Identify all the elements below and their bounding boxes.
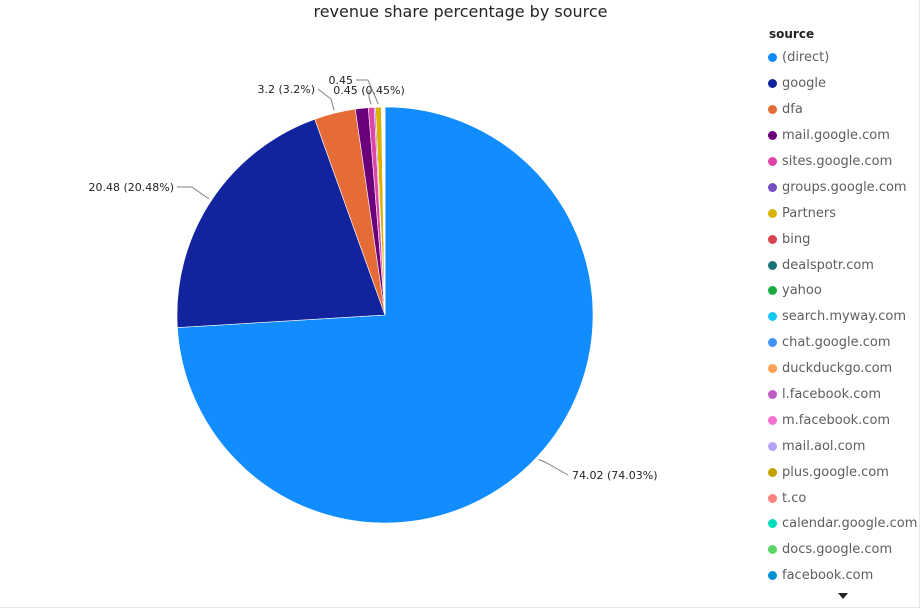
legend-item[interactable]: calendar.google.com [768,511,918,537]
legend-title: source [769,27,815,41]
pie-slice-google[interactable] [176,118,386,328]
leader-line [177,186,210,200]
legend-swatch [768,105,777,115]
legend-swatch [768,182,777,192]
data-label: 0.45 (0.45%) [333,84,405,97]
legend-label: Partners [782,205,837,221]
data-label: 74.02 (74.03%) [572,469,658,482]
legend-label: yahoo [782,283,822,299]
legend-swatch [768,545,777,555]
legend-swatch [768,338,777,348]
data-label: 0.45 [329,74,354,87]
legend-items: (direct) google dfa mail.google.com sites.go… [768,45,918,589]
legend-label: plus.google.com [782,464,889,480]
legend-item[interactable]: groups.google.com [768,174,918,200]
legend-item[interactable]: facebook.com [768,563,918,589]
legend-item[interactable]: bing [768,226,918,252]
legend-label: groups.google.com [782,179,907,195]
legend-swatch [768,364,777,374]
legend-label: docs.google.com [782,542,893,558]
legend-label: m.facebook.com [782,412,891,428]
legend-swatch [768,390,777,400]
legend-swatch [768,441,777,451]
data-label: 3.2 (3.2%) [257,83,315,96]
legend-item[interactable]: docs.google.com [768,537,918,563]
legend-item[interactable]: mail.aol.com [768,433,918,459]
legend-item[interactable]: mail.google.com [768,123,918,149]
legend-label: l.facebook.com [782,387,882,403]
legend-label: google [782,76,827,92]
legend-item[interactable]: google [768,71,918,97]
legend-swatch [768,312,777,322]
legend-label: dfa [782,102,803,118]
leader-line [356,79,379,105]
legend-label: (direct) [782,50,830,66]
legend-item[interactable]: search.myway.com [768,304,918,330]
legend-item[interactable]: duckduckgo.com [768,356,918,382]
legend-item[interactable]: l.facebook.com [768,382,918,408]
legend-label: t.co [782,490,807,506]
leader-line [317,88,335,111]
leader-line [538,459,569,476]
legend-label: facebook.com [782,568,874,584]
legend-label: duckduckgo.com [782,361,893,377]
legend-swatch [768,157,777,166]
legend-label: mail.aol.com [782,438,866,454]
legend-label: bing [782,231,811,247]
legend-item[interactable]: chat.google.com [768,330,918,356]
chart-title: revenue share percentage by source [313,2,608,21]
legend-label: mail.google.com [782,128,890,144]
legend-swatch [768,493,777,503]
legend-swatch [768,571,777,581]
legend-swatch [768,53,777,63]
legend-swatch [768,519,777,529]
legend-swatch [768,131,777,141]
leader-line [368,90,372,105]
legend-swatch [768,286,777,296]
legend-label: calendar.google.com [782,516,918,532]
legend-label: dealspotr.com [782,257,874,273]
legend-swatch [768,415,777,425]
legend-label: search.myway.com [782,309,907,325]
legend: source (direct) google dfa mail.google.com s… [768,27,918,589]
legend-label: sites.google.com [782,154,893,169]
legend-item[interactable]: (direct) [768,45,918,71]
legend-swatch [768,79,777,89]
legend-label: chat.google.com [782,335,891,351]
legend-item[interactable]: dfa [768,97,918,123]
legend-item[interactable]: plus.google.com [768,459,918,485]
legend-swatch [768,208,777,218]
legend-swatch [768,260,777,270]
legend-item[interactable]: dealspotr.com [768,252,918,278]
legend-item[interactable]: yahoo [768,278,918,304]
data-label: 20.48 (20.48%) [88,181,174,194]
legend-item[interactable]: m.facebook.com [768,407,918,433]
legend-item[interactable]: t.co [768,485,918,511]
legend-scroll-down-icon[interactable] [838,593,848,599]
legend-item[interactable]: Partners [768,200,918,226]
legend-item[interactable]: sites.google.com [768,149,918,175]
legend-swatch [768,467,777,477]
legend-swatch [768,234,777,244]
